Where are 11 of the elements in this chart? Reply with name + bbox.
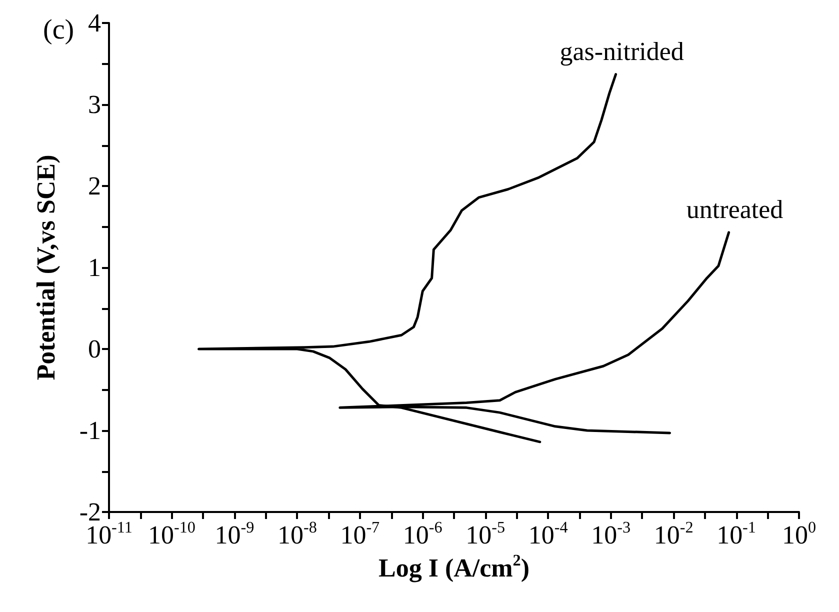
- y-tick-label: 0: [88, 334, 101, 364]
- y-axis-title: Potential (V,vs SCE): [32, 154, 60, 380]
- y-tick-label: 4: [88, 8, 101, 38]
- y-tick-label: -1: [79, 416, 101, 445]
- text: (c): [43, 14, 74, 46]
- y-tick-label: 1: [88, 253, 101, 282]
- y-tick-label: 3: [88, 90, 101, 119]
- series-label: untreated: [686, 194, 784, 224]
- y-tick-label: -2: [79, 498, 101, 526]
- series-label: gas-nitrided: [560, 36, 684, 66]
- y-tick-label: 2: [88, 172, 101, 200]
